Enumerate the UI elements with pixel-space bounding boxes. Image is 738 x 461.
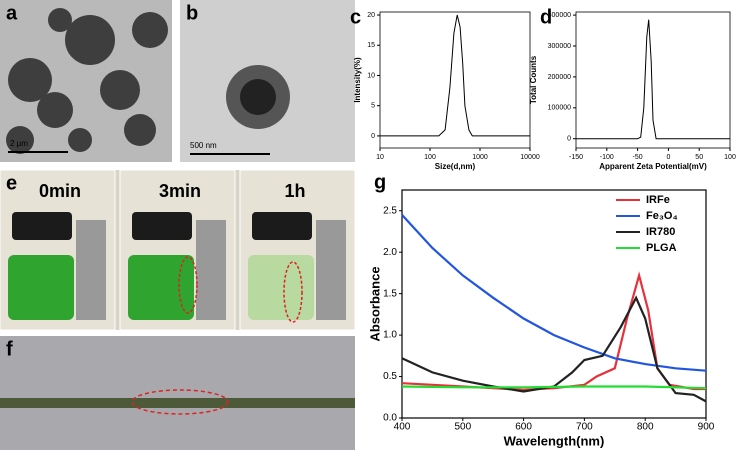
x-tick-label: 600 <box>515 422 532 433</box>
legend-label: IR780 <box>646 226 675 238</box>
data-line <box>401 214 707 372</box>
data-line <box>401 295 707 403</box>
y-tick-label: 1.0 <box>383 330 397 341</box>
x-axis-label: Wavelength(nm) <box>504 433 605 448</box>
panel-label: g <box>374 171 386 193</box>
panel-label: c <box>350 6 361 28</box>
y-tick-label: 1.5 <box>383 288 397 299</box>
image-f: f <box>0 336 355 450</box>
y-tick-label: 100000 <box>548 105 571 112</box>
panel-label: a <box>6 2 18 24</box>
x-tick-label: 10 <box>376 154 384 161</box>
plot-frame <box>401 189 707 419</box>
x-tick-label: 400 <box>394 422 411 433</box>
x-tick-label: 1000 <box>472 154 488 161</box>
y-tick-label: 10 <box>367 72 375 79</box>
scale-bar-label: 500 nm <box>190 141 217 150</box>
image-b: 500 nm b <box>180 0 355 162</box>
y-tick-label: 2.5 <box>383 205 397 216</box>
data-line <box>401 385 707 390</box>
caption: 1h <box>284 181 305 201</box>
scale-bar-label: 2 μm <box>10 139 28 148</box>
legend-label: IRFe <box>646 194 670 206</box>
y-tick-label: 2.0 <box>383 247 397 258</box>
data-line <box>576 19 730 140</box>
image-a: 2 μm a <box>0 0 172 162</box>
panel-label: b <box>186 2 198 24</box>
x-tick-label: 900 <box>698 422 715 433</box>
data-line <box>380 14 530 137</box>
image-e: 0min 3min 1h e <box>0 169 356 331</box>
plot-frame <box>575 11 731 149</box>
x-axis-label: Apparent Zeta Potential(mV) <box>599 162 707 171</box>
y-tick-label: 0 <box>567 136 571 143</box>
y-tick-label: 20 <box>367 12 375 19</box>
panel-label: e <box>6 172 17 194</box>
legend-label: Fe₃O₄ <box>646 210 678 222</box>
y-axis-label: Total Counts <box>529 55 538 104</box>
y-tick-label: 15 <box>367 42 375 49</box>
panel-label: d <box>540 6 552 28</box>
x-tick-label: 700 <box>576 422 593 433</box>
y-tick-label: 0.5 <box>383 371 397 382</box>
x-tick-label: -150 <box>569 154 583 161</box>
y-tick-label: 300000 <box>548 43 571 50</box>
y-axis-label: Intensity(%) <box>353 57 362 103</box>
x-tick-label: 100 <box>424 154 436 161</box>
legend-label: PLGA <box>646 242 677 254</box>
x-tick-label: 100 <box>724 154 736 161</box>
x-axis-label: Size(d,nm) <box>435 162 476 171</box>
x-tick-label: 10000 <box>520 154 540 161</box>
x-tick-label: 0 <box>666 154 670 161</box>
y-tick-label: 0.0 <box>383 413 397 424</box>
x-tick-label: -100 <box>600 154 614 161</box>
y-tick-label: 400000 <box>548 12 571 19</box>
x-tick-label: 800 <box>637 422 654 433</box>
y-axis-label: Absorbance <box>367 266 382 341</box>
x-tick-label: -50 <box>633 154 643 161</box>
caption: 0min <box>39 181 81 201</box>
x-tick-label: 50 <box>695 154 703 161</box>
y-tick-label: 200000 <box>548 74 571 81</box>
x-tick-label: 500 <box>454 422 471 433</box>
y-tick-label: 0 <box>371 133 375 140</box>
panel-label: f <box>6 338 13 360</box>
caption: 3min <box>159 181 201 201</box>
plot-frame <box>379 11 531 149</box>
y-tick-label: 5 <box>371 103 375 110</box>
